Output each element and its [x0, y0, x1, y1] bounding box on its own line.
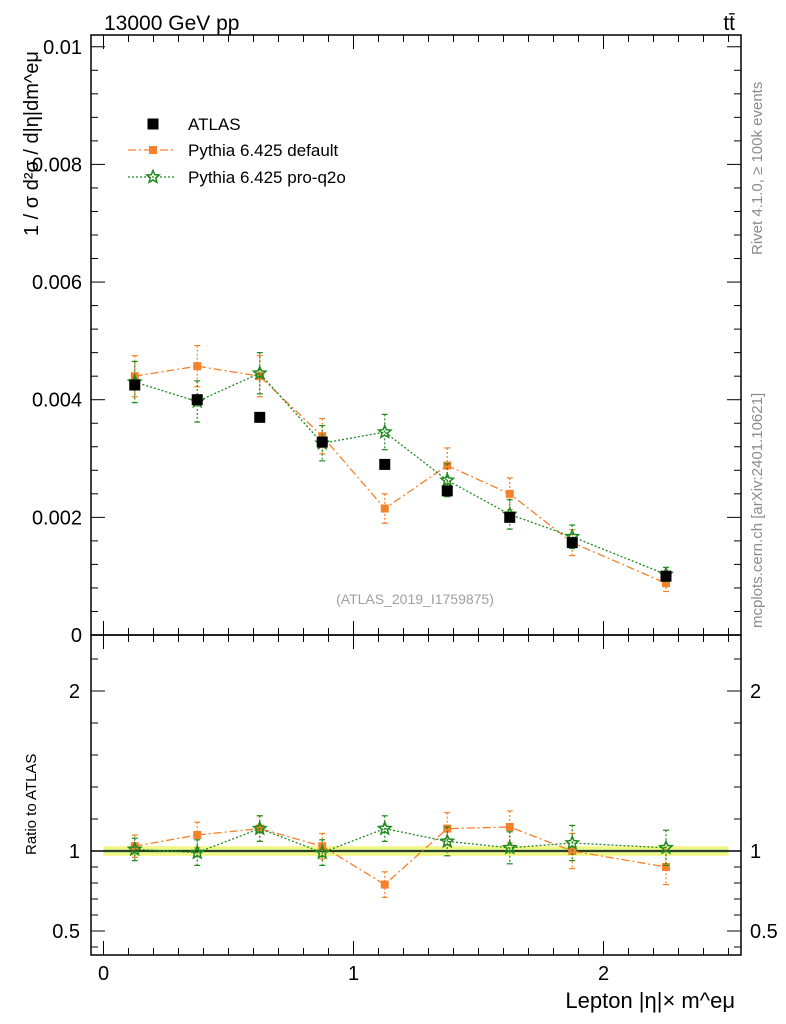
- data-point-main: [193, 362, 202, 371]
- data-point-ratio: [193, 831, 202, 839]
- data-point-ratio: [439, 832, 456, 849]
- ratio-plot-border: [90, 634, 742, 956]
- legend-label: ATLAS: [188, 115, 241, 134]
- data-point-ratio: [314, 844, 331, 860]
- y-tick-label-ratio-right: 2: [750, 681, 761, 703]
- y-tick-label-main: 0: [71, 625, 82, 647]
- x-tick-label: 0: [98, 963, 109, 985]
- data-point-ratio: [380, 880, 389, 889]
- data-point-ratio: [657, 839, 675, 855]
- data-point-main: [566, 537, 578, 549]
- header-energy: 13000 GeV pp: [104, 12, 239, 35]
- series-line-ratio: [134, 827, 667, 854]
- legend-marker: [149, 146, 157, 154]
- x-tick-label: 2: [598, 963, 609, 985]
- data-point-ratio: [662, 863, 670, 871]
- data-point-main: [251, 364, 268, 381]
- legend-entry-atlas: ATLAS: [147, 115, 241, 134]
- series-pythia-6-425-default: [130, 344, 670, 899]
- y-tick-label-main: 0.008: [32, 154, 82, 176]
- data-point-main: [379, 458, 391, 470]
- data-point-ratio: [126, 840, 143, 857]
- data-point-ratio: [564, 834, 581, 850]
- x-axis-label: Lepton |η|× m^eμ: [565, 988, 735, 1013]
- legend-entry-pythia-6-425-default: Pythia 6.425 default: [128, 141, 339, 160]
- legend-marker: [147, 118, 159, 130]
- y-tick-label-main: 0.01: [43, 37, 82, 59]
- data-point-main: [504, 511, 516, 523]
- y-tick-label-ratio-left: 0.5: [52, 921, 80, 943]
- legend-entry-pythia-6-425-pro-q2o: Pythia 6.425 pro-q2o: [128, 168, 346, 187]
- series-line-main: [134, 365, 667, 584]
- ratio-uncertainty-band: [91, 846, 741, 856]
- data-point-main: [662, 579, 670, 588]
- y-tick-label-ratio-left: 1: [69, 841, 80, 863]
- data-point-main: [254, 411, 266, 423]
- x-tick-label: 1: [348, 963, 359, 985]
- legend-label: Pythia 6.425 pro-q2o: [188, 168, 346, 187]
- data-point-main: [316, 436, 328, 448]
- data-point-ratio: [501, 839, 518, 855]
- data-point-ratio: [505, 823, 514, 831]
- data-point-ratio: [376, 820, 393, 836]
- data-point-main: [505, 489, 514, 498]
- data-point-main: [660, 570, 672, 582]
- data-series: [126, 344, 675, 899]
- series-line-main: [134, 372, 667, 576]
- legend: ATLAS Pythia 6.425 default Pythia 6.425 pr…: [128, 115, 346, 187]
- series-pythia-6-425-pro-q2o: [126, 352, 675, 867]
- data-point-ratio: [189, 844, 206, 860]
- analysis-label: (ATLAS_2019_I1759875): [336, 591, 494, 607]
- y-tick-label-main: 0.004: [32, 390, 82, 412]
- data-point-ratio: [251, 820, 268, 836]
- axis-ticks: 0 1 2 0 0.002 0.004 0.006 0.008 0.01 0.5 0.5 1 1 2 2: [32, 35, 778, 985]
- data-point-main: [439, 471, 456, 488]
- header-process: tt̄: [723, 12, 735, 35]
- legend-marker: [144, 168, 162, 184]
- y-tick-label-ratio-left: 2: [69, 681, 80, 703]
- legend-label: Pythia 6.425 default: [188, 141, 339, 160]
- data-point-main: [380, 504, 389, 513]
- y-tick-label-ratio-right: 1: [750, 841, 761, 863]
- side-label-mcplots: mcplots.cern.ch [arXiv:2401.10621]: [749, 393, 766, 628]
- series-line-ratio: [134, 826, 667, 886]
- main-y-axis-label: 1 / σ d²σ / d|η|dm^eμ: [21, 51, 43, 236]
- ratio-y-axis-label: Ratio to ATLAS: [23, 754, 40, 855]
- data-point-main: [191, 394, 203, 406]
- y-tick-label-main: 0.006: [32, 272, 82, 294]
- data-point-main: [129, 379, 141, 391]
- data-point-main: [441, 485, 453, 497]
- series-atlas: [129, 379, 672, 582]
- data-point-main: [376, 423, 393, 439]
- y-tick-label-main: 0.002: [32, 507, 82, 529]
- ratio-plot-frame: [90, 634, 742, 956]
- y-tick-label-ratio-right: 0.5: [750, 921, 778, 943]
- side-label-rivet: Rivet 4.1.0, ≥ 100k events: [749, 82, 766, 255]
